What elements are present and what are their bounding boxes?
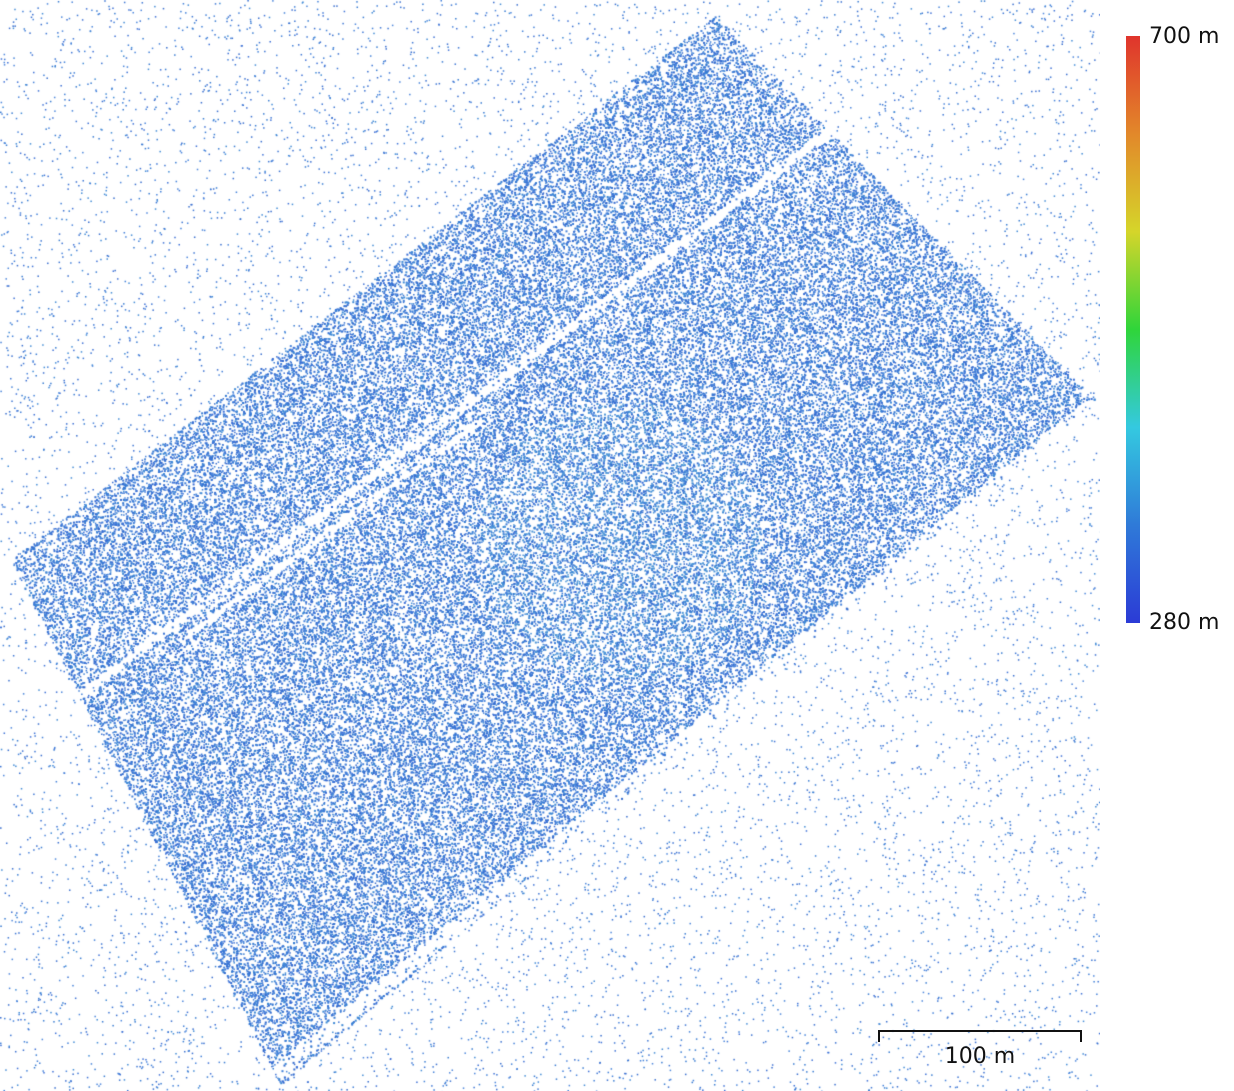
colorbar-min-label: 280 m: [1149, 610, 1220, 635]
point-cloud-canvas: [0, 0, 1100, 1091]
scale-bar: [878, 1030, 1082, 1042]
scale-bar-line: [878, 1030, 1082, 1032]
colorbar-max-label: 700 m: [1149, 24, 1220, 49]
elevation-map: [0, 0, 1100, 1091]
scale-bar-label: 100 m: [944, 1044, 1016, 1069]
scale-bar-left-tick: [878, 1030, 880, 1042]
scale-bar-right-tick: [1080, 1030, 1082, 1042]
elevation-colorbar: [1126, 36, 1140, 623]
